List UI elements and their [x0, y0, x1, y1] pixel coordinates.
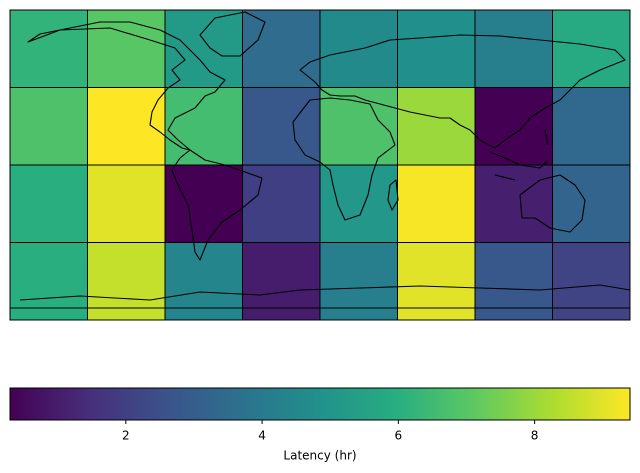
colorbar-tick-label: 2 [122, 429, 130, 443]
colorbar-tick-label: 8 [531, 429, 539, 443]
heatmap-cell [242, 242, 320, 320]
heatmap-cell [87, 10, 165, 88]
colorbar-axis: 2 4 6 8 [122, 420, 538, 443]
heatmap-cell [10, 87, 88, 165]
heatmap-cell [242, 87, 320, 165]
heatmap-cell [397, 10, 475, 88]
heatmap-cell [87, 242, 165, 320]
heatmap-cell [165, 242, 243, 320]
heatmap-cell [320, 87, 398, 165]
heatmap-cell [10, 165, 88, 243]
heatmap-cell [552, 10, 630, 88]
heatmap-cell [552, 242, 630, 320]
heatmap-cell [10, 10, 88, 88]
heatmap-cell [242, 165, 320, 243]
colorbar-tick-label: 4 [258, 429, 266, 443]
heatmap-cell [475, 165, 553, 243]
heatmap-cell [552, 87, 630, 165]
heatmap-cell [397, 165, 475, 243]
heatmap-cell [87, 87, 165, 165]
heatmap-cell [475, 242, 553, 320]
heatmap-cell [165, 10, 243, 88]
heatmap-cell [165, 165, 243, 243]
cell-borders [10, 10, 630, 320]
heatmap-cell [10, 242, 88, 320]
colorbar [9, 387, 631, 421]
heatmap-cell [320, 165, 398, 243]
heatmap-cell [242, 10, 320, 88]
colorbar-label: Latency (hr) [283, 449, 356, 463]
heatmap-cell [397, 242, 475, 320]
heatmap-cell [320, 242, 398, 320]
colorbar-tick-label: 6 [395, 429, 403, 443]
heatmap-cell [475, 87, 553, 165]
heatmap-cell [165, 87, 243, 165]
heatmap-cell [87, 165, 165, 243]
heatmap-cell [475, 10, 553, 88]
heatmap-cell [552, 165, 630, 243]
map-frame [9, 9, 631, 321]
